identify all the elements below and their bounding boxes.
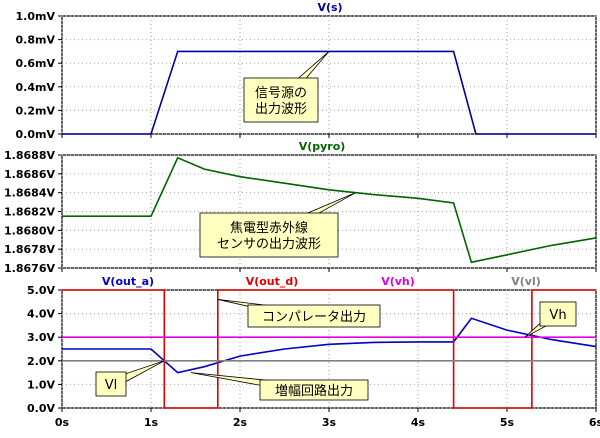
callout-box xyxy=(199,212,339,258)
callout-box xyxy=(247,304,381,328)
callout-text: センサの出力波形 xyxy=(217,237,321,252)
y-tick-label: 1.0mV xyxy=(16,10,56,23)
x-tick-label: 4s xyxy=(411,416,426,429)
callout-text: 焦電型赤外線 xyxy=(230,220,308,236)
series-title: V(vh) xyxy=(381,275,415,288)
callout-text: Vh xyxy=(549,308,566,323)
series-line-vouta xyxy=(62,317,597,374)
y-tick-label: 0.0V xyxy=(27,402,55,415)
x-tick-label: 5s xyxy=(500,416,515,429)
callout-text: コンパレータ出力 xyxy=(262,310,366,325)
callout-text: 信号源の xyxy=(255,86,307,101)
y-tick-label: 1.8676V xyxy=(4,262,55,275)
y-tick-label: 0.8mV xyxy=(16,34,56,47)
series-title: V(out_a) xyxy=(102,275,154,288)
x-tick-label: 0s xyxy=(55,416,70,429)
series-line-vs xyxy=(62,50,596,135)
y-tick-label: 1.8684V xyxy=(4,187,55,200)
x-tick-label: 6s xyxy=(589,416,600,429)
y-tick-label: 1.8682V xyxy=(4,206,55,219)
axis-labels: 0.0mV 0.2mV 0.4mV 0.6mV 0.8mV 1.0mV V(s) 1.8676… xyxy=(4,1,600,429)
callout-box xyxy=(539,301,577,327)
callout-text: Vl xyxy=(105,378,118,393)
x-tick-label: 1s xyxy=(144,416,159,429)
y-tick-label: 3.0V xyxy=(27,331,55,344)
y-tick-label: 0.6mV xyxy=(16,57,56,70)
y-tick-label: 4.0V xyxy=(27,308,55,321)
y-tick-label: 1.8680V xyxy=(4,224,55,237)
series-lines xyxy=(62,50,597,409)
series-line-voutd xyxy=(62,289,596,409)
y-tick-label: 1.8688V xyxy=(4,149,55,162)
callout-box xyxy=(243,77,319,123)
series-title: V(pyro) xyxy=(299,140,346,153)
y-tick-label: 1.8686V xyxy=(4,168,55,181)
y-tick-label: 0.4mV xyxy=(16,81,56,94)
callout-text: 出力波形 xyxy=(255,102,307,117)
y-tick-label: 0.0mV xyxy=(16,128,56,141)
y-tick-label: 5.0V xyxy=(27,284,55,297)
y-tick-label: 0.2mV xyxy=(16,104,56,117)
series-title: V(vl) xyxy=(511,275,541,288)
y-tick-label: 2.0V xyxy=(27,355,55,368)
callout-box xyxy=(259,379,369,401)
y-tick-label: 1.8678V xyxy=(4,243,55,256)
y-tick-label: 1.0V xyxy=(27,378,55,391)
callout-text: 増幅回路出力 xyxy=(275,383,353,399)
x-tick-label: 3s xyxy=(322,416,337,429)
series-line-vpyro xyxy=(62,156,597,264)
x-tick-label: 2s xyxy=(233,416,248,429)
series-title: V(out_d) xyxy=(246,275,299,288)
series-title: V(s) xyxy=(317,1,342,14)
callout-box xyxy=(95,371,127,397)
